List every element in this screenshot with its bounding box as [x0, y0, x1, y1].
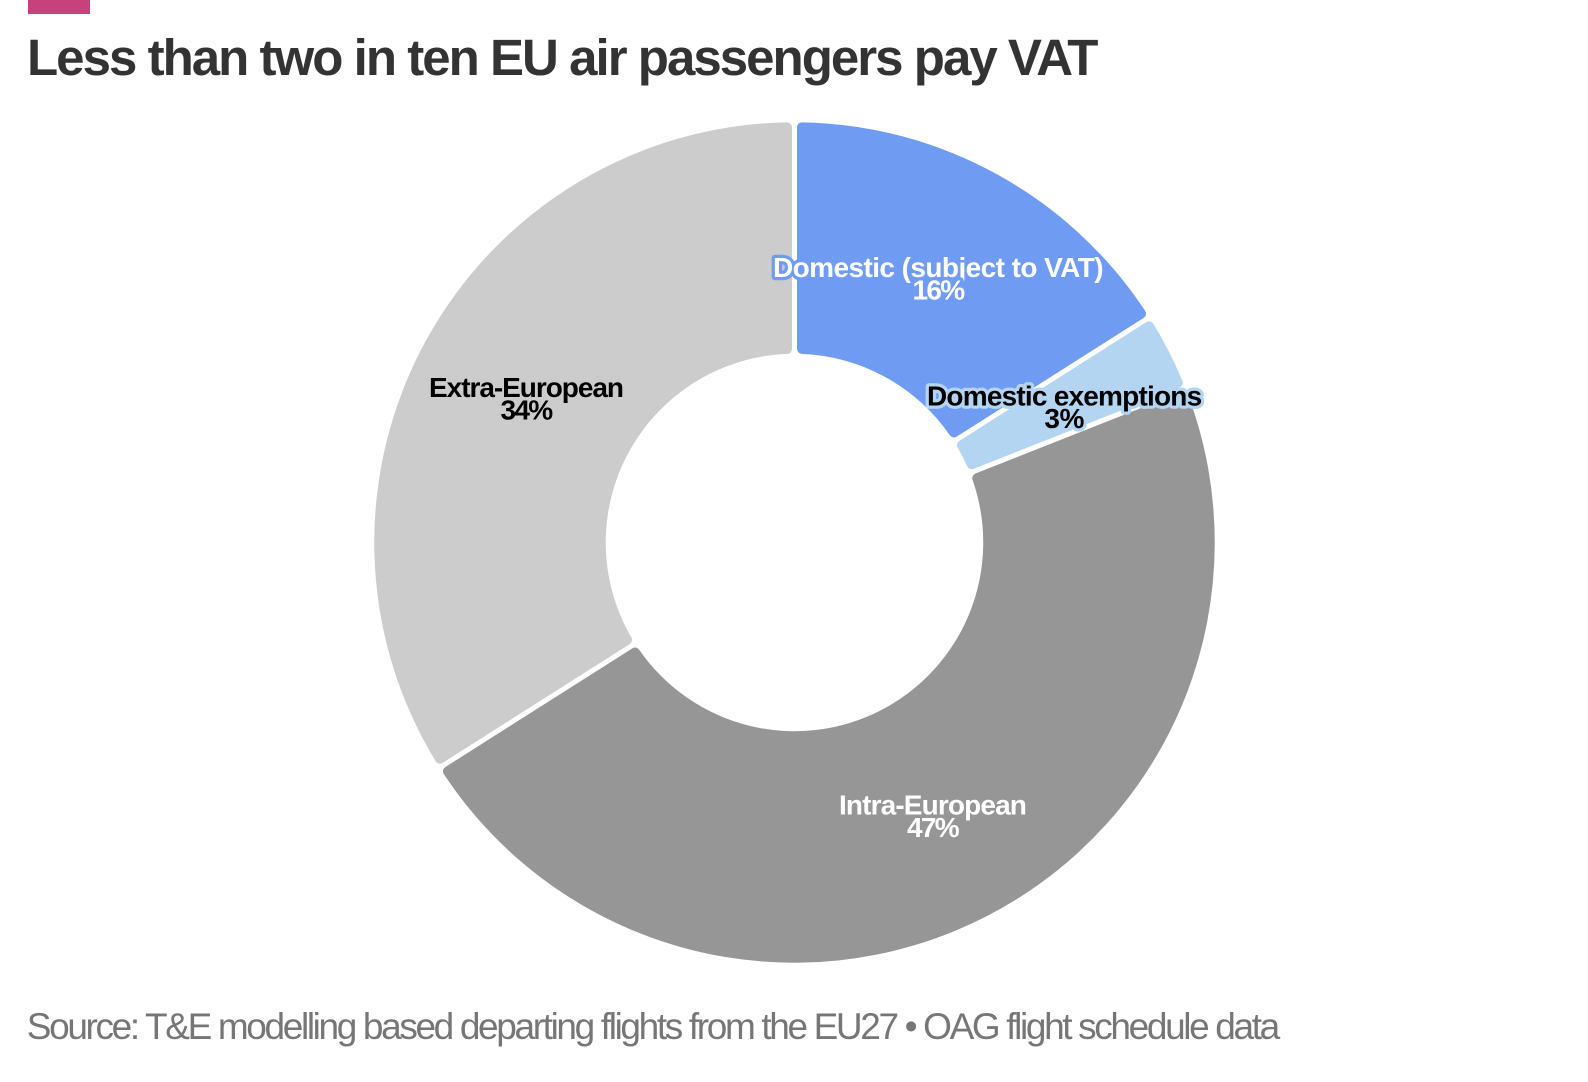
svg-text:Domestic (subject to VAT): Domestic (subject to VAT) — [773, 252, 1103, 283]
svg-text:47%: 47% — [907, 812, 960, 843]
svg-text:16%: 16% — [912, 275, 965, 306]
svg-text:34%: 34% — [500, 395, 553, 426]
svg-text:Extra-European: Extra-European — [429, 372, 623, 403]
svg-text:Domestic exemptions: Domestic exemptions — [927, 380, 1202, 411]
svg-text:3%: 3% — [1044, 403, 1084, 434]
svg-text:Intra-European: Intra-European — [839, 789, 1026, 820]
